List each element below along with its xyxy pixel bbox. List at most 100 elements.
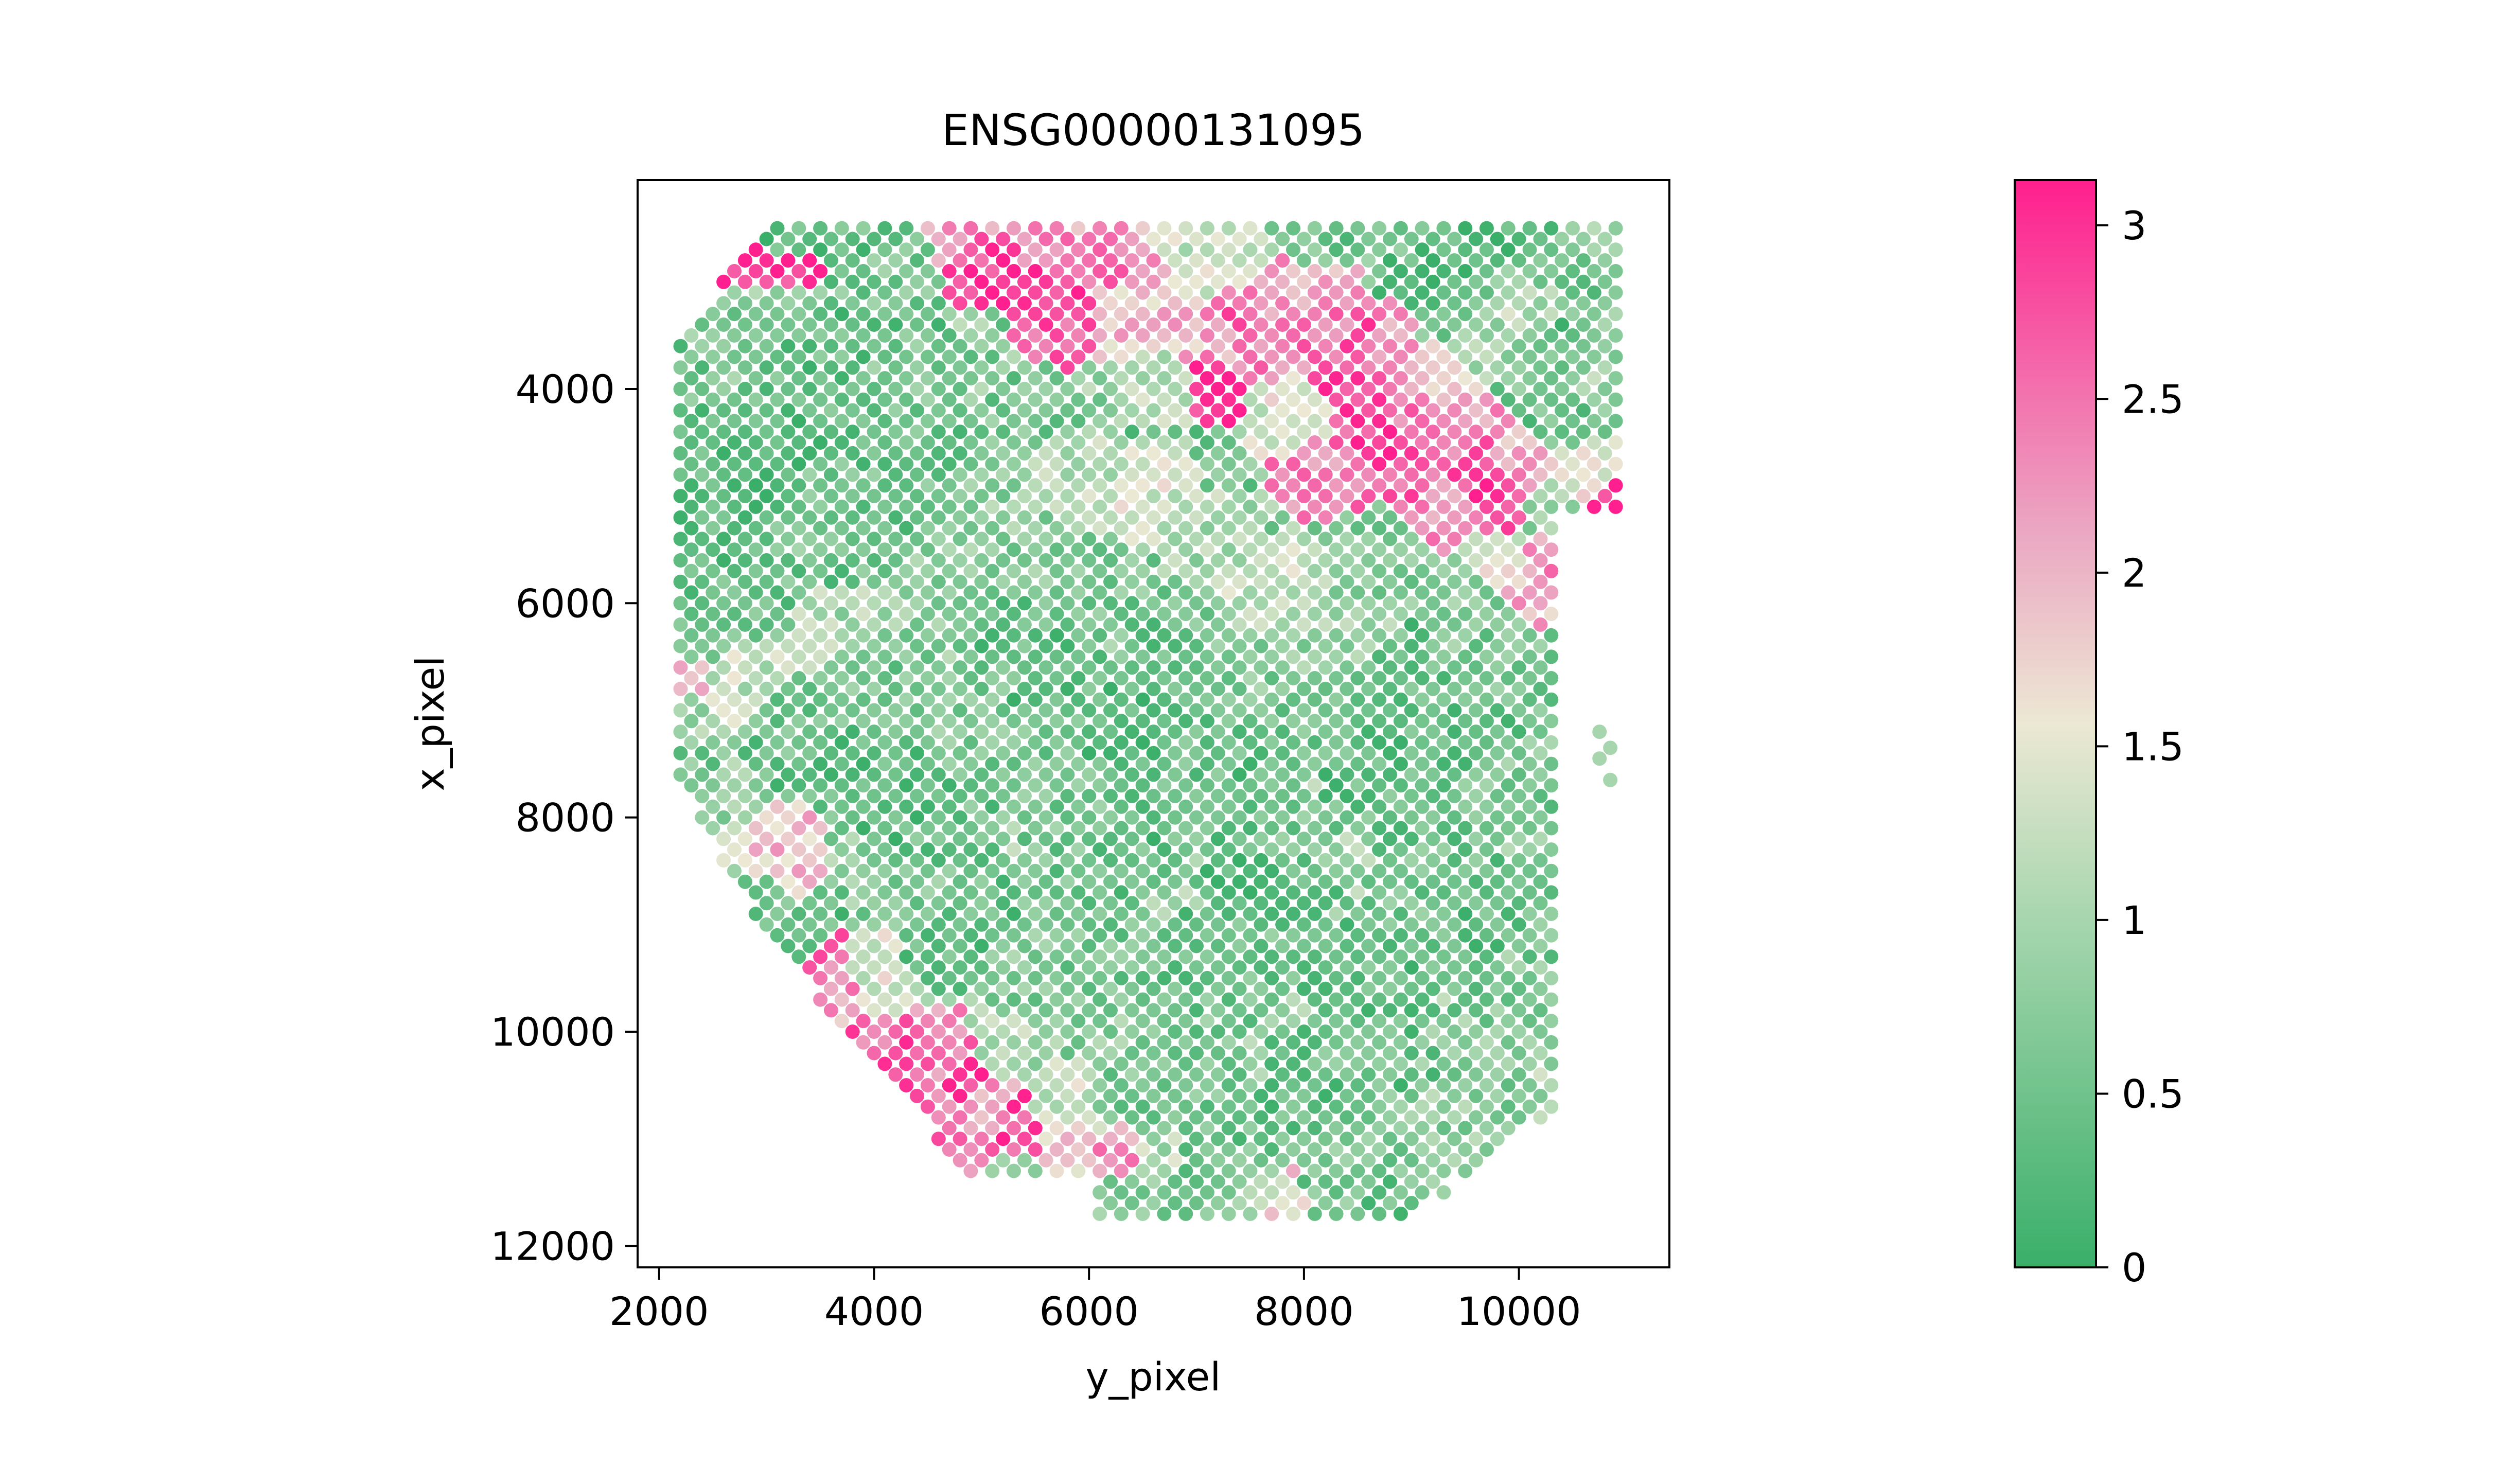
- spot: [1447, 339, 1462, 354]
- spot: [910, 917, 924, 932]
- spot: [1049, 1078, 1064, 1093]
- spot: [1157, 1121, 1172, 1136]
- spot: [1458, 992, 1473, 1007]
- spot: [888, 596, 903, 611]
- spot: [942, 371, 957, 386]
- spot: [770, 221, 785, 236]
- spot: [1522, 671, 1537, 685]
- spot: [1404, 981, 1419, 996]
- spot: [845, 253, 860, 268]
- spot: [1383, 725, 1397, 739]
- spot: [1340, 832, 1354, 846]
- spot: [1490, 274, 1505, 289]
- y-tick-label: 12000: [490, 1223, 615, 1269]
- spot: [1296, 725, 1311, 739]
- spot: [1469, 403, 1484, 418]
- spot: [1544, 756, 1559, 771]
- spot: [802, 253, 817, 268]
- spot: [1329, 628, 1344, 643]
- spot: [1103, 917, 1118, 932]
- spot: [1307, 970, 1322, 985]
- spot: [974, 981, 989, 996]
- spot: [1447, 510, 1462, 525]
- spot: [1329, 499, 1344, 514]
- spot: [1178, 1078, 1193, 1093]
- spot: [1404, 1003, 1419, 1018]
- spot: [1232, 832, 1247, 846]
- spot: [877, 392, 892, 407]
- spot: [1135, 1185, 1150, 1200]
- spot: [1189, 1003, 1204, 1018]
- spot: [1490, 981, 1505, 996]
- spot: [1329, 371, 1344, 386]
- spot: [802, 232, 817, 246]
- spot: [1383, 232, 1397, 246]
- spot: [737, 874, 752, 889]
- spot: [1007, 799, 1021, 814]
- spot: [974, 617, 989, 632]
- spot: [1318, 853, 1333, 868]
- spot: [1189, 746, 1204, 761]
- spot: [1393, 970, 1408, 985]
- spot: [1393, 692, 1408, 707]
- spot: [1501, 1078, 1516, 1093]
- spot: [1458, 371, 1473, 386]
- spot: [706, 714, 720, 729]
- spot: [1038, 1132, 1053, 1146]
- spot: [1221, 371, 1236, 386]
- spot: [1383, 789, 1397, 803]
- spot: [1329, 992, 1344, 1007]
- spot: [1168, 767, 1183, 782]
- spot: [1469, 317, 1484, 332]
- spot: [727, 392, 742, 407]
- spot: [1469, 253, 1484, 268]
- spot: [1522, 628, 1537, 643]
- spot: [1458, 499, 1473, 514]
- spot: [1103, 832, 1118, 846]
- spot: [1555, 403, 1570, 418]
- spot: [1415, 1056, 1430, 1071]
- spot: [867, 339, 882, 354]
- spot: [1447, 767, 1462, 782]
- spot: [673, 339, 688, 354]
- spot: [1071, 628, 1086, 643]
- spot: [1200, 1014, 1214, 1029]
- spot: [1264, 907, 1279, 921]
- spot: [1157, 499, 1172, 514]
- spot: [1178, 478, 1193, 493]
- spot: [1038, 467, 1053, 482]
- spot: [1232, 532, 1247, 546]
- spot: [1361, 810, 1376, 825]
- spot: [1007, 1056, 1021, 1071]
- spot: [1383, 853, 1397, 868]
- spot: [1060, 939, 1075, 953]
- spot: [877, 928, 892, 943]
- spot: [1533, 1046, 1548, 1061]
- spot: [1049, 456, 1064, 471]
- spot: [1189, 939, 1204, 953]
- spot: [1210, 1196, 1225, 1211]
- spot: [1221, 628, 1236, 643]
- spot: [781, 510, 796, 525]
- spot: [1361, 981, 1376, 996]
- spot: [1210, 532, 1225, 546]
- spot: [867, 981, 882, 996]
- spot: [813, 992, 828, 1007]
- spot: [996, 939, 1011, 953]
- spot: [1597, 317, 1612, 332]
- spot: [1168, 832, 1183, 846]
- spot: [1447, 317, 1462, 332]
- spot: [1479, 1121, 1494, 1136]
- spot: [877, 821, 892, 836]
- spot: [1383, 1088, 1397, 1103]
- spot: [1329, 328, 1344, 343]
- spot: [727, 435, 742, 450]
- spot: [1038, 746, 1053, 761]
- spot: [1028, 1035, 1043, 1050]
- spot: [1232, 360, 1247, 375]
- spot: [888, 446, 903, 461]
- spot: [791, 907, 806, 921]
- spot: [942, 756, 957, 771]
- spot: [1469, 725, 1484, 739]
- spot: [1318, 639, 1333, 653]
